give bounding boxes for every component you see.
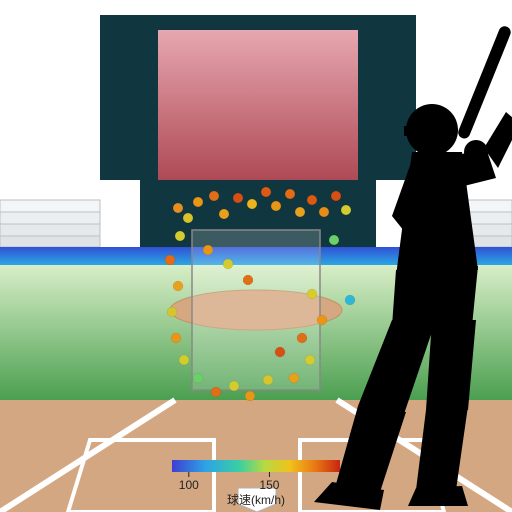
svg-text:150: 150 bbox=[259, 478, 279, 492]
svg-text:100: 100 bbox=[179, 478, 199, 492]
svg-text:球速(km/h): 球速(km/h) bbox=[227, 493, 285, 507]
pitch-location-chart: 100 150球速(km/h) bbox=[0, 0, 512, 512]
